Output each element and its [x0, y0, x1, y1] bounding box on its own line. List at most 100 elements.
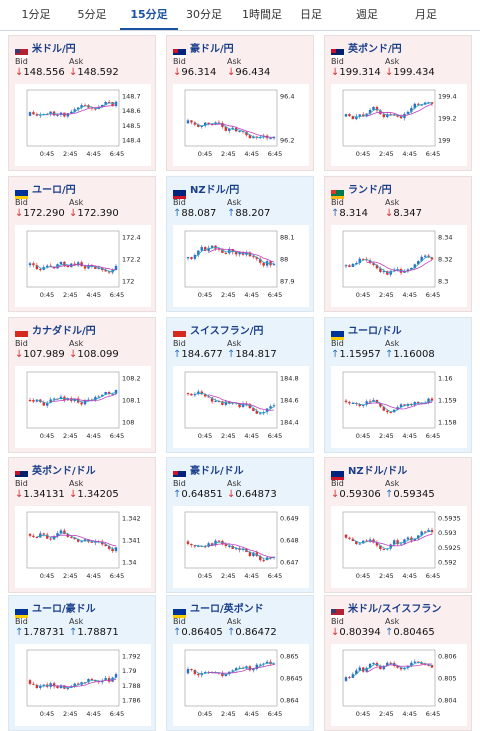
- rate-card[interactable]: NZドル/円 Bid Ask ↑88.087 ↑88.207 88.1 88 87.9 0:45…: [166, 176, 314, 312]
- chart-frame: [184, 511, 278, 569]
- pair-title[interactable]: 豪ドル/ドル: [190, 466, 244, 477]
- x-tick-label: 2:45: [63, 150, 78, 158]
- pair-title[interactable]: ユーロ/ドル: [348, 326, 402, 337]
- rate-card[interactable]: スイスフラン/円 Bid Ask ↑184.677 ↑184.817 184.8 184.6…: [166, 317, 314, 453]
- pair-title[interactable]: 英ポンド/円: [348, 44, 402, 55]
- rate-card[interactable]: ユーロ/英ポンド Bid Ask ↑0.86405 ↑0.86472 0.865 0.864…: [166, 595, 314, 731]
- pair-title[interactable]: 米ドル/スイスフラン: [348, 604, 442, 615]
- candlestick-chart[interactable]: 96.4 96.2 0:45 2:45 4:45 6:45: [173, 84, 309, 166]
- rate-card[interactable]: NZドル/ドル Bid Ask ↓0.59306 ↑0.59345 0.5935 0.593…: [324, 457, 472, 593]
- rate-card[interactable]: 豪ドル/円 Bid Ask ↓96.314 ↓96.434 96.4 96.2 0:45 2:4…: [166, 35, 314, 171]
- candlestick-chart[interactable]: 184.8 184.6 184.4 0:45 2:45 4:45 6:45: [173, 366, 309, 448]
- candlestick-chart[interactable]: 148.7 148.6 148.5 148.4 0:45 2:45 4:45 6:45: [15, 84, 151, 166]
- x-tick-label: 6:45: [110, 432, 125, 440]
- candlestick-chart[interactable]: 8.34 8.32 8.3 0:45 2:45 4:45 6:45: [331, 225, 467, 307]
- candle-body: [362, 404, 365, 406]
- rate-card[interactable]: 英ポンド/円 Bid Ask ↓199.314 ↓199.434 199.4 199.2 19…: [324, 35, 472, 171]
- rate-card[interactable]: 英ポンド/ドル Bid Ask ↓1.34131 ↓1.34205 1.342 1.341 1…: [8, 457, 156, 593]
- pair-title[interactable]: ユーロ/円: [32, 185, 76, 196]
- chart-frame: [342, 649, 436, 707]
- x-tick-label: 0:45: [356, 572, 371, 580]
- candlestick-chart[interactable]: 0.649 0.648 0.647 0:45 2:45 4:45 6:45: [173, 506, 309, 588]
- candle-body: [49, 399, 52, 403]
- tab-1[interactable]: 5分足: [77, 8, 107, 21]
- y-tick-label: 148.6: [122, 107, 141, 115]
- rate-card[interactable]: ユーロ/ドル Bid Ask ↑1.15957 ↑1.16008 1.16 1.159 1.1…: [324, 317, 472, 453]
- candle-body: [234, 668, 238, 671]
- rate-card[interactable]: ユーロ/円 Bid Ask ↓172.290 ↓172.390 172.4 172.2 172…: [8, 176, 156, 312]
- pair-title[interactable]: 英ポンド/ドル: [32, 466, 96, 477]
- pair-title[interactable]: カナダドル/円: [32, 326, 96, 337]
- candle-body: [197, 545, 200, 547]
- candlestick-chart[interactable]: 1.792 1.79 1.788 1.786 0:45 2:45 4:45 6:45: [15, 644, 151, 726]
- arrow-down-icon: ↓: [227, 489, 236, 500]
- rate-card[interactable]: 豪ドル/ドル Bid Ask ↑0.64851 ↓0.64873 0.649 0.648 0.…: [166, 457, 314, 593]
- bid-value: ↑8.314: [331, 208, 369, 219]
- candle-body: [413, 538, 416, 541]
- y-tick-label: 1.159: [438, 397, 457, 405]
- candlestick-chart[interactable]: 0.5935 0.593 0.5925 0.592 0:45 2:45 4:45 6:45: [331, 506, 467, 588]
- au-us-flag-icon: [173, 465, 186, 480]
- x-tick-label: 6:45: [110, 291, 125, 299]
- candle-body: [221, 123, 224, 127]
- candle-body: [111, 393, 114, 395]
- tab-6[interactable]: 週足: [356, 8, 378, 21]
- tab-2[interactable]: 15分足: [120, 0, 178, 30]
- rate-card[interactable]: カナダドル/円 Bid Ask ↓107.989 ↓108.099 108.2 108.1 1…: [8, 317, 156, 453]
- nz-jp-flag-icon: [173, 184, 186, 199]
- candle-body: [221, 540, 224, 545]
- tab-5[interactable]: 日足: [300, 8, 322, 21]
- pair-title[interactable]: NZドル/円: [190, 185, 240, 196]
- tab-4[interactable]: 1時間足: [242, 8, 282, 21]
- pair-title[interactable]: 米ドル/円: [32, 44, 76, 55]
- candlestick-chart[interactable]: 199.4 199.2 199 0:45 2:45 4:45 6:45: [331, 84, 467, 166]
- pair-title[interactable]: ユーロ/豪ドル: [32, 604, 96, 615]
- pair-title[interactable]: スイスフラン/円: [190, 326, 264, 337]
- pair-title[interactable]: 豪ドル/円: [190, 44, 234, 55]
- y-tick-label: 1.16: [438, 375, 452, 383]
- pair-title[interactable]: ユーロ/英ポンド: [190, 604, 264, 615]
- candle-body: [410, 662, 413, 667]
- candle-body: [272, 405, 276, 407]
- pair-title[interactable]: ランド/円: [348, 185, 392, 196]
- candle-body: [413, 661, 416, 663]
- candlestick-chart[interactable]: 108.2 108.1 108 0:45 2:45 4:45 6:45: [15, 366, 151, 448]
- candle-body: [83, 266, 87, 269]
- x-tick-label: 2:45: [379, 572, 394, 580]
- arrow-up-icon: ↑: [385, 627, 394, 638]
- candle-body: [193, 122, 197, 125]
- rate-card[interactable]: 米ドル/円 Bid Ask ↓148.556 ↓148.592 148.7 148.6 148…: [8, 35, 156, 171]
- y-tick-label: 8.34: [438, 234, 452, 242]
- arrow-down-icon: ↓: [331, 489, 340, 500]
- candlestick-chart[interactable]: 0.865 0.8645 0.864 0:45 2:45 4:45 6:45: [173, 644, 309, 726]
- tab-0[interactable]: 1分足: [21, 8, 51, 21]
- candle-body: [28, 112, 32, 116]
- candlestick-chart[interactable]: 0.806 0.805 0.804 0:45 2:45 4:45 6:45: [331, 644, 467, 726]
- candlestick-chart[interactable]: 172.4 172.2 172 0:45 2:45 4:45 6:45: [15, 225, 151, 307]
- candlestick-chart[interactable]: 1.342 1.341 1.34 0:45 2:45 4:45 6:45: [15, 506, 151, 588]
- tab-3[interactable]: 30分足: [186, 8, 222, 21]
- candle-body: [52, 683, 56, 687]
- rate-card[interactable]: ユーロ/豪ドル Bid Ask ↑1.78731 ↑1.78871 1.792 1.79 1.…: [8, 595, 156, 731]
- candle-body: [262, 560, 265, 562]
- candle-body: [35, 265, 39, 270]
- candlestick-chart[interactable]: 1.16 1.159 1.158 0:45 2:45 4:45 6:45: [331, 366, 467, 448]
- chart-frame: [342, 89, 436, 147]
- candlestick-chart[interactable]: 88.1 88 87.9 0:45 2:45 4:45 6:45: [173, 225, 309, 307]
- pair-title[interactable]: NZドル/ドル: [348, 466, 408, 477]
- candle-body: [420, 104, 423, 106]
- bid-value: ↑1.15957: [331, 349, 381, 360]
- tab-7[interactable]: 月足: [415, 8, 437, 21]
- bid-label: Bid: [331, 617, 344, 626]
- ask-label: Ask: [69, 198, 84, 207]
- y-tick-label: 199.2: [438, 115, 457, 123]
- candle-body: [427, 102, 430, 104]
- candle-body: [413, 264, 416, 268]
- candle-body: [272, 264, 276, 266]
- arrow-down-icon: ↓: [227, 67, 236, 78]
- x-tick-label: 0:45: [356, 710, 371, 718]
- rate-card[interactable]: 米ドル/スイスフラン Bid Ask ↓0.80394 ↑0.80465 0.806 0.8…: [324, 595, 472, 731]
- rate-card[interactable]: ランド/円 Bid Ask ↑8.314 ↓8.347 8.34 8.32 8.3 0:45 2:…: [324, 176, 472, 312]
- candle-body: [210, 245, 214, 248]
- candle-body: [420, 662, 423, 664]
